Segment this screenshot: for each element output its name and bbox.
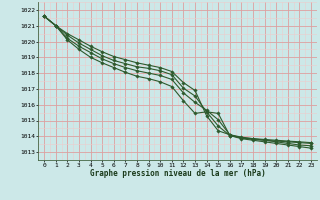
X-axis label: Graphe pression niveau de la mer (hPa): Graphe pression niveau de la mer (hPa) — [90, 169, 266, 178]
